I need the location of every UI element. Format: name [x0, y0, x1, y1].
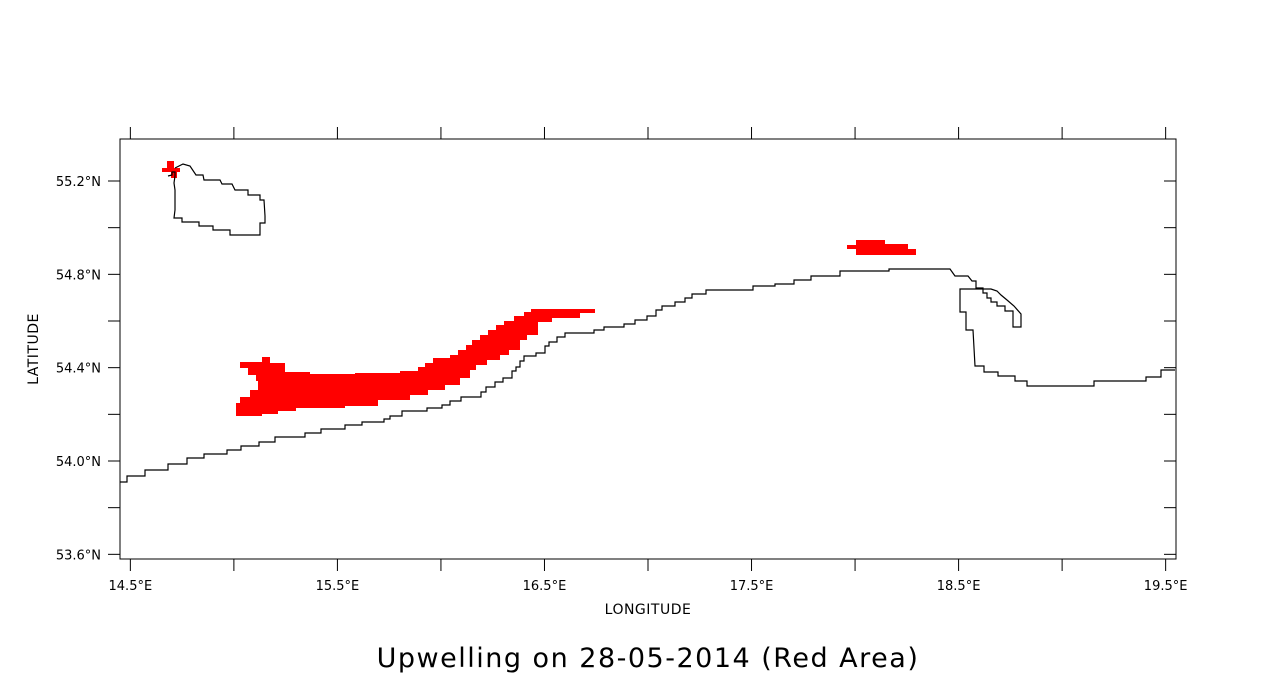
- y-axis-ticks: [108, 180, 1176, 555]
- coastline-southern-baltic: [120, 268, 1175, 483]
- x-tick-labels: 14.5°E 15.5°E 16.5°E 17.5°E 18.5°E 19.5°E: [109, 579, 1188, 594]
- coastlines: [120, 163, 1175, 483]
- upwelling-areas: [162, 161, 916, 416]
- y-tick-label: 53.6°N: [56, 548, 101, 563]
- y-tick-labels: 53.6°N 54.0°N 54.4°N 54.8°N 55.2°N: [56, 175, 101, 563]
- y-tick-label: 54.4°N: [56, 362, 101, 377]
- map-frame: 14.5°E 15.5°E 16.5°E 17.5°E 18.5°E 19.5°E 53.…: [56, 127, 1188, 594]
- x-tick-label: 15.5°E: [316, 579, 360, 594]
- map-title: Upwelling on 28-05-2014 (Red Area): [377, 643, 920, 674]
- x-tick-label: 17.5°E: [730, 579, 774, 594]
- x-tick-label: 18.5°E: [937, 579, 981, 594]
- x-tick-label: 19.5°E: [1144, 579, 1188, 594]
- upwelling-area-hel-peninsula: [847, 240, 916, 255]
- x-axis-ticks: [129, 127, 1167, 571]
- y-axis-title: LATITUDE: [26, 313, 42, 385]
- x-tick-label: 14.5°E: [109, 579, 153, 594]
- y-tick-label: 54.8°N: [56, 268, 101, 283]
- y-tick-label: 55.2°N: [56, 175, 101, 190]
- x-axis-title: LONGITUDE: [605, 602, 692, 618]
- y-tick-label: 54.0°N: [56, 455, 101, 470]
- upwelling-area-pomeranian-coast: [236, 309, 595, 416]
- coastline-bornholm: [167, 163, 266, 236]
- plot-border: [119, 138, 1177, 560]
- x-tick-label: 16.5°E: [523, 579, 567, 594]
